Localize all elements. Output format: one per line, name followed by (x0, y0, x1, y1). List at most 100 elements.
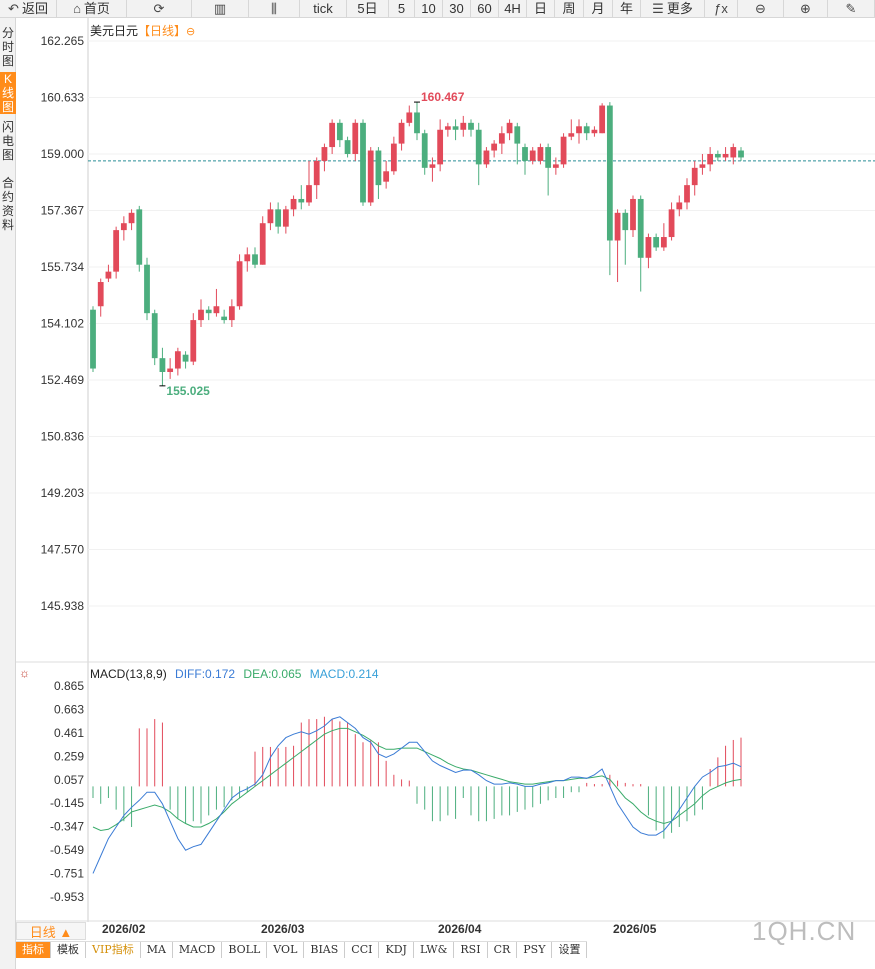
candle-body (90, 309, 96, 369)
candle-body (321, 147, 328, 161)
indicator-tab[interactable]: MA (140, 942, 173, 958)
symbol-name: 美元日元 (90, 24, 139, 38)
y-tick-label: 162.265 (41, 34, 85, 48)
toolbar-label: tick (313, 1, 333, 16)
toolbar-label: 月 (591, 1, 605, 16)
toolbar-label: 返回 (21, 1, 48, 16)
toolbar-button[interactable]: 月 (584, 0, 613, 18)
candle-body (105, 271, 112, 279)
macd-hist-value: MACD:0.214 (309, 667, 379, 681)
toolbar-button[interactable]: 周 (555, 0, 584, 18)
toolbar-button[interactable]: 10 (415, 0, 443, 18)
indicator-tab[interactable]: CCI (345, 942, 380, 958)
y-tick-label: 159.000 (41, 147, 85, 161)
candle-body (252, 254, 258, 265)
high-marker-label: 160.467 (421, 90, 465, 104)
candle-body (383, 171, 390, 182)
candle-body (537, 147, 544, 161)
candle-body (606, 105, 613, 241)
macd-diff-value: DIFF:0.172 (175, 667, 236, 681)
candle-body (498, 133, 505, 144)
candlestick-icon: ⫼ (271, 1, 277, 16)
toolbar-button[interactable]: ☰ 更多 (641, 0, 705, 18)
candle-body (684, 185, 690, 203)
home-icon: ⌂ (73, 1, 81, 16)
indicator-tab[interactable]: 设置 (552, 942, 588, 958)
candle-body (414, 112, 420, 134)
indicator-tab[interactable]: MACD (172, 942, 223, 958)
toolbar-button[interactable]: 60 (471, 0, 499, 18)
toolbar-button[interactable]: 5 (389, 0, 415, 18)
toolbar-button[interactable]: ↶ 返回 (0, 0, 57, 18)
collapse-icon[interactable]: ⊖ (186, 26, 196, 38)
indicator-tab[interactable]: RSI (454, 942, 488, 958)
toolbar-button[interactable]: 4H (499, 0, 527, 18)
toolbar-button[interactable]: 5日 (347, 0, 389, 18)
indicator-tab[interactable]: KDJ (379, 942, 414, 958)
candle-body (560, 136, 567, 165)
indicator-tab[interactable]: VOL (267, 942, 305, 958)
y-tick-label: 145.938 (41, 599, 85, 613)
candle-body (275, 209, 282, 227)
toolbar-button[interactable]: 30 (443, 0, 471, 18)
candle-body (444, 126, 451, 130)
candle-body (190, 320, 197, 362)
y-tick-label: 160.633 (41, 91, 85, 105)
candle-body (614, 212, 621, 241)
period-button[interactable]: 日线 ▲ (16, 922, 86, 940)
candle-body (637, 198, 644, 258)
zoom-in-icon: ⊕ (800, 1, 811, 16)
indicator-tab[interactable]: 指标 (16, 942, 51, 958)
candle-body (360, 122, 366, 203)
macd-tick-label: 0.461 (54, 726, 84, 740)
toolbar-label: 60 (477, 1, 492, 16)
toolbar-button[interactable]: ✎ (828, 0, 875, 18)
macd-dea-value: DEA:0.065 (243, 667, 302, 681)
candle-body (475, 129, 482, 165)
macd-tick-label: 0.663 (54, 702, 84, 716)
indicator-tab[interactable]: BOLL (222, 942, 268, 958)
candle-body (174, 351, 181, 369)
toolbar-label: 10 (421, 1, 436, 16)
side-tab[interactable]: 合约资料 (1, 176, 14, 232)
candle-body (738, 150, 744, 158)
candle-body (483, 150, 490, 165)
candle-body (151, 313, 158, 359)
toolbar-button[interactable]: 年 (613, 0, 641, 18)
toolbar-button[interactable]: ⌂ 首页 (57, 0, 127, 18)
toolbar-button[interactable]: tick (300, 0, 347, 18)
period-bar: 日线 ▲ 2026/02 2026/03 2026/04 2026/05 (16, 922, 875, 940)
indicator-tab[interactable]: LW& (413, 942, 455, 958)
date-label: 2026/03 (261, 922, 305, 936)
indicator-tab[interactable]: 模板 (51, 942, 86, 958)
candle-body (622, 212, 629, 231)
candle-body (452, 126, 459, 130)
side-tab[interactable]: 分时图 (1, 26, 14, 68)
toolbar-button[interactable]: ⊖ (738, 0, 784, 18)
indicator-tab[interactable]: PSY (517, 942, 553, 958)
chart-header: 美元日元【日线】⊖ (90, 22, 195, 39)
macd-tick-label: 0.865 (54, 679, 84, 693)
macd-tick-label: -0.145 (50, 796, 84, 810)
toolbar-button[interactable]: ⫼ (249, 0, 300, 18)
toolbar-button[interactable]: ▥ (192, 0, 249, 18)
candle-body (213, 306, 220, 314)
back-arrow-icon: ↶ (8, 1, 19, 16)
refresh-icon: ⟳ (153, 1, 165, 16)
indicator-tab[interactable]: BIAS (304, 942, 346, 958)
candle-body (244, 254, 251, 262)
candle-body (128, 212, 135, 224)
macd-tick-label: -0.347 (50, 820, 84, 834)
indicator-tab[interactable]: CR (487, 942, 518, 958)
indicator-tab[interactable]: VIP指标 (86, 942, 141, 958)
toolbar-button[interactable]: 日 (527, 0, 555, 18)
date-label: 2026/05 (613, 922, 657, 936)
toolbar-button[interactable]: ⊕ (784, 0, 828, 18)
y-tick-label: 154.102 (41, 317, 85, 331)
side-tab[interactable]: 闪电图 (1, 120, 14, 162)
macd-name: MACD(13,8,9) (90, 667, 167, 681)
toolbar-button[interactable]: ⟳ (127, 0, 192, 18)
toolbar-button[interactable]: ƒx (705, 0, 738, 18)
